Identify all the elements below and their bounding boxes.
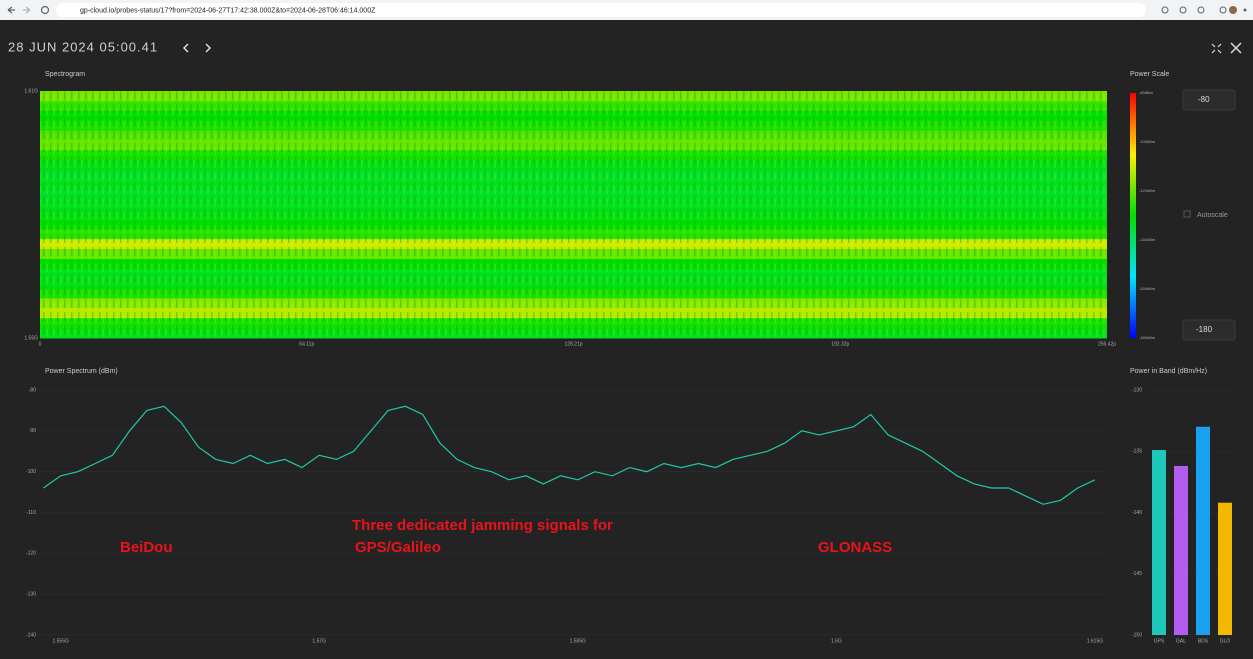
profile-icon[interactable] — [1229, 6, 1237, 14]
y-tick-label: 1.55G — [24, 335, 38, 341]
y-tick-label: -100 — [26, 469, 36, 475]
y-tick-label: -90 — [29, 428, 36, 434]
page: gp-cloud.io/probes-status/17?from=2024-0… — [0, 0, 1253, 659]
colorbar-tick-label: -140dBm — [1139, 237, 1156, 242]
url: gp-cloud.io/probes-status/17?from=2024-0… — [80, 7, 376, 14]
max-input-value: -80 — [1198, 95, 1210, 104]
autoscale-label: Autoscale — [1197, 212, 1228, 219]
y-tick-label: -80 — [29, 387, 36, 393]
bar — [1174, 466, 1188, 635]
colorbar — [1130, 93, 1136, 338]
y-tick-label: -130 — [1132, 387, 1142, 393]
colorbar-tick-label: -100dBm — [1139, 139, 1156, 144]
y-tick-label: -135 — [1132, 449, 1142, 455]
bar — [1196, 427, 1210, 635]
panel-title: Power Spectrum (dBm) — [45, 368, 118, 375]
bar — [1218, 503, 1232, 635]
colorbar-tick-label: -180dBm — [1139, 335, 1156, 340]
x-tick-label: GLO — [1220, 638, 1231, 644]
y-tick-label: -140 — [1132, 510, 1142, 516]
x-tick-label: 1.57G — [312, 638, 326, 644]
x-tick-label: 128.21p — [564, 341, 582, 347]
x-tick-label: 1.6G — [831, 638, 842, 644]
y-tick-label: -120 — [26, 551, 36, 557]
y-tick-label: -110 — [26, 510, 36, 516]
colorbar-tick-label: -160dBm — [1139, 286, 1156, 291]
x-tick-label: GAL — [1176, 638, 1186, 644]
panel-title: Power in Band (dBm/Hz) — [1130, 368, 1207, 375]
x-tick-label: 1.585G — [570, 638, 587, 644]
min-input-value: -180 — [1196, 325, 1213, 334]
x-tick-label: GPS — [1154, 638, 1165, 644]
browser-bar: gp-cloud.io/probes-status/17?from=2024-0… — [0, 0, 1253, 20]
y-tick-label: -140 — [26, 632, 36, 638]
x-tick-label: 0 — [39, 341, 42, 347]
annotation: GPS/Galileo — [355, 539, 441, 556]
x-tick-label: 256.42p — [1098, 341, 1116, 347]
y-tick-label: -145 — [1132, 571, 1142, 577]
colorbar-tick-label: -80dBm — [1139, 90, 1154, 95]
y-tick-label: 1.61G — [24, 88, 38, 94]
x-tick-label: 1.615G — [1087, 638, 1104, 644]
annotation: GLONASS — [818, 539, 892, 556]
menu-icon[interactable] — [1244, 9, 1247, 12]
power-scale-title: Power Scale — [1130, 71, 1169, 78]
spectrogram-texture — [40, 91, 1107, 338]
annotation: BeiDou — [120, 539, 173, 556]
x-tick-label: 64.11p — [299, 341, 314, 347]
colorbar-tick-label: -120dBm — [1139, 188, 1156, 193]
x-tick-label: 1.555G — [52, 638, 69, 644]
annotation: Three dedicated jamming signals for — [352, 517, 613, 534]
y-tick-label: -150 — [1132, 632, 1142, 638]
timestamp: 28 JUN 2024 05:00.41 — [8, 39, 158, 54]
x-tick-label: BDS — [1198, 638, 1209, 644]
bar — [1152, 450, 1166, 635]
x-tick-label: 192.32p — [831, 341, 849, 347]
panel-title: Spectrogram — [45, 71, 85, 78]
y-tick-label: -130 — [26, 591, 36, 597]
